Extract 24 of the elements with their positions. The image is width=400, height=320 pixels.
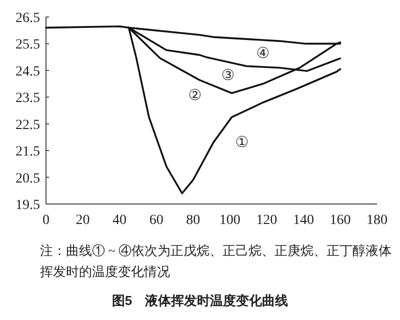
y-tick-label: 23.5 xyxy=(16,91,40,106)
y-tick-label: 24.5 xyxy=(16,64,40,80)
y-tick-label: 20.5 xyxy=(16,171,40,186)
x-tick-label: 40 xyxy=(112,213,127,228)
text: 注：曲线① ~ ④依次为正戊烷、正己烷、正庚烷、正丁醇液体挥发时的温度变化情况 xyxy=(40,242,392,281)
x-tick-label: 160 xyxy=(330,213,351,228)
x-tick-label: 120 xyxy=(256,213,278,228)
series-label: ④ xyxy=(256,44,270,62)
y-tick-label: 19.5 xyxy=(16,198,40,213)
x-tick-label: 0 xyxy=(42,213,50,228)
y-tick-label: 21.5 xyxy=(16,144,40,160)
y-tick-label: 22.5 xyxy=(16,118,40,133)
x-tick-label: 180 xyxy=(366,213,388,228)
text: 图5 液体挥发时温度变化曲线 xyxy=(110,292,290,310)
x-tick-label: 80 xyxy=(186,213,200,228)
x-tick-label: 140 xyxy=(292,213,314,228)
x-tick-label: 100 xyxy=(219,213,240,228)
series-label: ① xyxy=(235,133,249,151)
series-label: ② xyxy=(188,86,202,104)
y-tick-label: 25.5 xyxy=(16,38,40,53)
x-tick-label: 20 xyxy=(76,213,90,228)
series-label: ③ xyxy=(221,66,235,84)
y-tick-label: 26.5 xyxy=(16,11,40,26)
x-tick-label: 60 xyxy=(149,213,164,228)
